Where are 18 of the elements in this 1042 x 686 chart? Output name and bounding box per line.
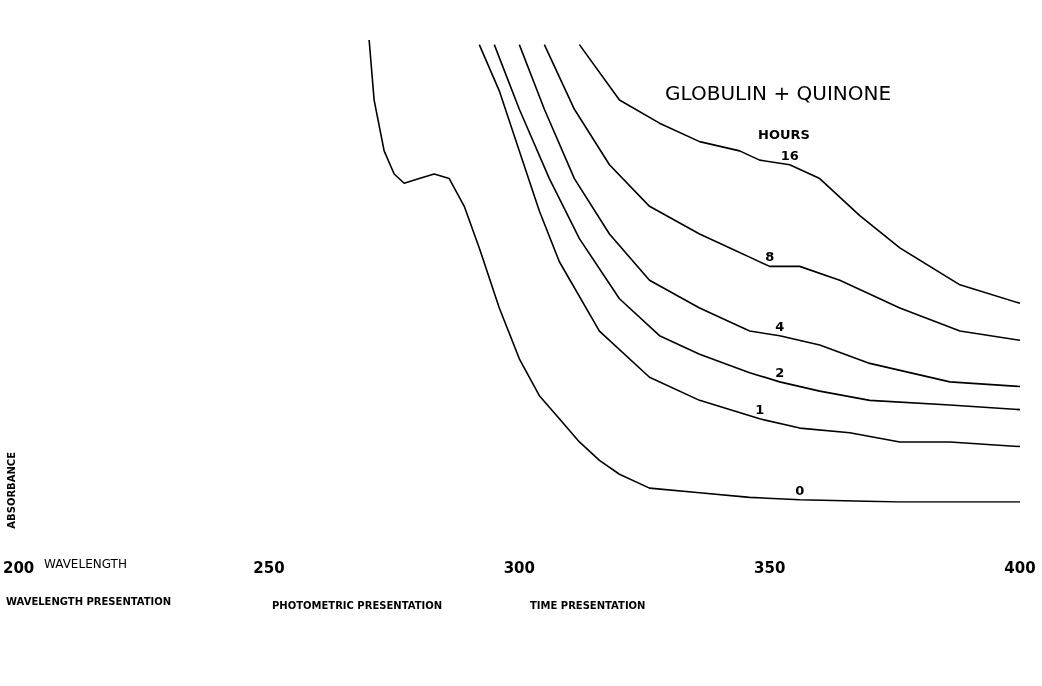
text: PHOTOMETRIC PRESENTATION — [272, 599, 443, 611]
x-tick-label: 400 — [1004, 558, 1036, 577]
series-label: 1 — [755, 401, 765, 417]
x-tick-label: 250 — [253, 558, 285, 577]
x-tick-label: 300 — [503, 558, 535, 577]
text: TIME PRESENTATION — [530, 599, 646, 611]
x-tick-label: 200 — [3, 558, 35, 577]
series-label: 8 — [765, 249, 775, 265]
text: GLOBULIN + QUINONE — [665, 81, 892, 105]
series-label: 4 — [775, 318, 785, 334]
legend-title: HOURS — [758, 127, 810, 142]
text: WAVELENGTH PRESENTATION — [6, 595, 172, 607]
x-axis-title: WAVELENGTH — [44, 557, 127, 571]
x-tick-label: 350 — [754, 558, 786, 577]
series-label: 2 — [775, 364, 785, 380]
series-label: 16 — [780, 147, 799, 163]
y-axis-title: ABSORBANCE — [5, 451, 17, 529]
series-label: 0 — [795, 482, 805, 498]
